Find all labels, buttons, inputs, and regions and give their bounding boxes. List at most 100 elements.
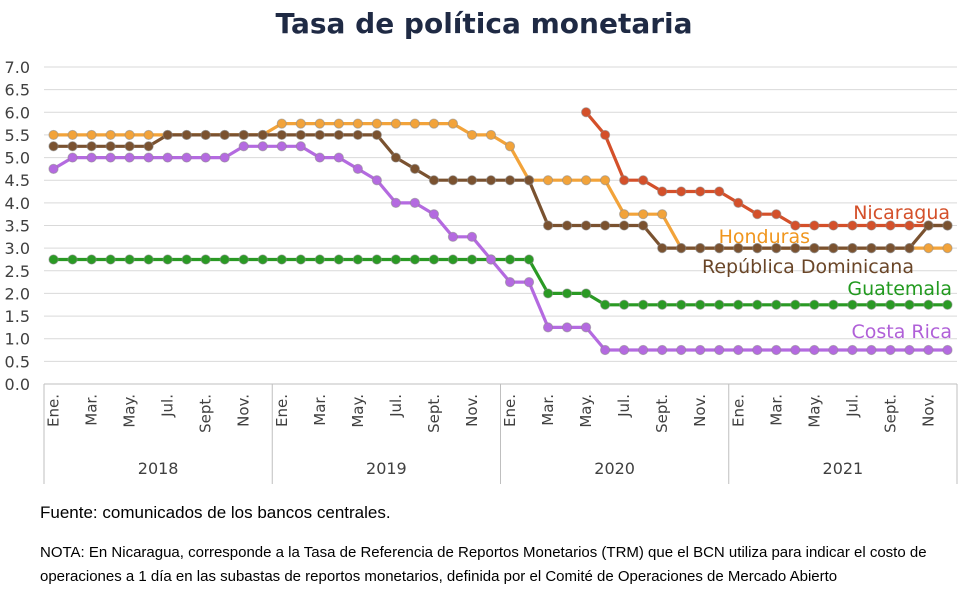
year-label: 2019 <box>366 459 407 478</box>
data-point <box>504 175 516 186</box>
data-point <box>295 254 306 265</box>
data-point <box>942 243 953 254</box>
policy-rate-chart: Tasa de política monetaria 0.0 0.5 1.0 1.5 2… <box>5 7 958 484</box>
data-point <box>904 243 915 254</box>
data-point <box>771 344 782 356</box>
data-point <box>390 152 401 163</box>
data-point <box>809 243 820 254</box>
series-label: Honduras <box>719 226 810 248</box>
data-point <box>828 299 839 310</box>
data-point <box>523 254 535 265</box>
x-tick-label: Ene. <box>501 394 519 427</box>
data-point <box>942 344 953 356</box>
x-tick-label: May. <box>121 394 139 428</box>
data-point <box>885 299 896 310</box>
data-point <box>485 175 497 186</box>
data-point <box>580 220 592 231</box>
data-point <box>600 129 611 141</box>
data-point <box>542 220 554 231</box>
data-point <box>219 129 230 141</box>
data-point <box>866 220 877 231</box>
data-point <box>67 141 78 152</box>
x-tick-label: Mar. <box>767 394 785 426</box>
data-point <box>276 141 287 152</box>
y-tick-label: 3.0 <box>5 239 30 258</box>
series-line <box>48 141 953 356</box>
y-tick-label: 4.5 <box>5 171 30 190</box>
data-point <box>714 243 725 254</box>
data-point <box>619 209 630 220</box>
data-point <box>257 129 268 141</box>
data-point <box>48 163 59 174</box>
data-point <box>504 254 516 265</box>
series-label: Guatemala <box>847 278 952 300</box>
data-point <box>181 129 192 141</box>
data-point <box>124 141 135 152</box>
data-point <box>600 344 611 356</box>
data-point <box>809 344 820 356</box>
data-point <box>143 152 154 163</box>
x-tick-label: Jul. <box>843 394 861 418</box>
data-point <box>657 186 668 197</box>
data-point <box>695 186 706 197</box>
data-point <box>390 254 401 265</box>
data-point <box>371 254 382 265</box>
data-point <box>733 197 744 208</box>
data-point <box>752 299 763 310</box>
data-point <box>371 118 382 129</box>
data-point <box>695 344 706 356</box>
data-point <box>466 175 478 186</box>
data-point <box>428 175 440 186</box>
x-tick-label: Sept. <box>881 394 899 433</box>
data-point <box>580 107 592 118</box>
data-point <box>276 118 287 129</box>
data-point <box>105 152 116 163</box>
data-point <box>67 129 78 141</box>
data-point <box>847 299 858 310</box>
data-point <box>790 220 801 231</box>
data-point <box>504 277 516 288</box>
data-point <box>904 220 915 231</box>
data-point <box>923 299 934 310</box>
y-tick-label: 4.0 <box>5 194 30 213</box>
data-point <box>352 129 363 141</box>
x-tick-label: Nov. <box>235 394 253 427</box>
y-tick-label: 6.5 <box>5 81 30 100</box>
data-point <box>428 254 440 265</box>
data-point <box>466 129 478 141</box>
data-point <box>542 322 554 333</box>
data-point <box>942 299 953 310</box>
data-point <box>86 152 97 163</box>
data-point <box>657 209 668 220</box>
year-label: 2021 <box>823 459 864 478</box>
series-path <box>53 133 948 250</box>
data-point <box>923 220 934 231</box>
data-point <box>447 175 459 186</box>
data-point <box>352 254 363 265</box>
data-point <box>333 254 344 265</box>
data-point <box>276 254 287 265</box>
data-point <box>447 118 459 129</box>
data-point <box>143 254 154 265</box>
x-axis: Ene. Mar. May. Jul. Sept. Nov. Ene. Mar. May. Jul… <box>43 384 958 484</box>
data-point <box>352 118 363 129</box>
data-point <box>561 288 573 299</box>
data-point <box>923 344 934 356</box>
series-line <box>48 254 953 310</box>
data-point <box>257 254 268 265</box>
data-point <box>638 175 649 186</box>
data-point <box>86 254 97 265</box>
y-tick-label: 2.5 <box>5 262 30 281</box>
data-point <box>48 129 59 141</box>
data-point <box>847 220 858 231</box>
data-point <box>257 141 268 152</box>
data-point <box>333 118 344 129</box>
data-point <box>466 231 478 242</box>
x-tick-label: Ene. <box>273 394 291 427</box>
series-label: República Dominicana <box>702 256 914 278</box>
data-point <box>276 129 287 141</box>
x-tick-label: Nov. <box>919 394 937 427</box>
data-point <box>409 118 421 129</box>
data-point <box>676 299 687 310</box>
data-point <box>314 254 325 265</box>
